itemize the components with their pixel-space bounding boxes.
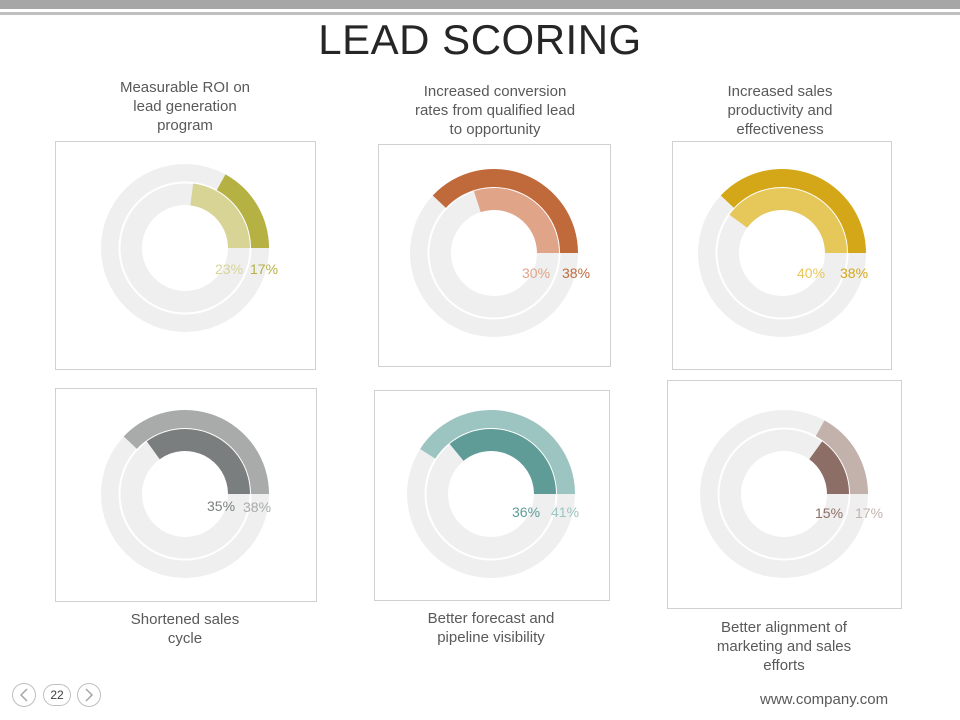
chart-panel-6 bbox=[667, 380, 902, 609]
chart-panel-2 bbox=[378, 144, 611, 367]
caption-line: Better forecast and bbox=[427, 610, 555, 627]
caption-line: Shortened sales bbox=[130, 611, 240, 628]
chevron-right-icon bbox=[85, 688, 94, 702]
chart-caption-6: Better alignment of marketing and sales ef… bbox=[684, 618, 884, 675]
caption-line: productivity and bbox=[727, 102, 833, 119]
chart-panel-3 bbox=[672, 141, 892, 370]
page-title: LEAD SCORING bbox=[318, 16, 642, 63]
caption-line: efforts bbox=[763, 657, 805, 674]
caption-line: program bbox=[157, 117, 213, 134]
caption-line: pipeline visibility bbox=[437, 629, 545, 646]
chevron-left-icon bbox=[19, 688, 28, 702]
caption-line: marketing and sales bbox=[716, 638, 852, 655]
chart-caption-3: Increased sales productivity and effective… bbox=[680, 82, 880, 139]
page-number: 22 bbox=[43, 684, 71, 706]
next-slide-button[interactable] bbox=[77, 683, 101, 707]
footer-url: www.company.com bbox=[760, 691, 889, 708]
caption-line: to opportunity bbox=[449, 121, 541, 138]
caption-line: Increased conversion bbox=[423, 83, 567, 100]
prev-slide-button[interactable] bbox=[12, 683, 36, 707]
caption-line: Better alignment of bbox=[721, 619, 847, 636]
chart-panel-1 bbox=[55, 141, 316, 370]
top-decor-bar bbox=[0, 0, 960, 9]
chart-caption-5: Better forecast and pipeline visibility bbox=[391, 609, 591, 647]
chart-caption-4: Shortened sales cycle bbox=[85, 610, 285, 648]
chart-caption-2: Increased conversion rates from qualified… bbox=[390, 82, 600, 139]
caption-line: cycle bbox=[167, 630, 203, 647]
caption-line: rates from qualified lead bbox=[414, 102, 576, 119]
caption-line: Measurable ROI on bbox=[119, 79, 251, 96]
caption-line: Increased sales bbox=[727, 83, 833, 100]
chart-panel-5 bbox=[374, 390, 610, 601]
chart-caption-1: Measurable ROI on lead generation program bbox=[85, 78, 285, 135]
caption-line: lead generation bbox=[133, 98, 237, 115]
caption-line: effectiveness bbox=[736, 121, 824, 138]
top-decor-line bbox=[0, 12, 960, 15]
chart-panel-4 bbox=[55, 388, 317, 602]
